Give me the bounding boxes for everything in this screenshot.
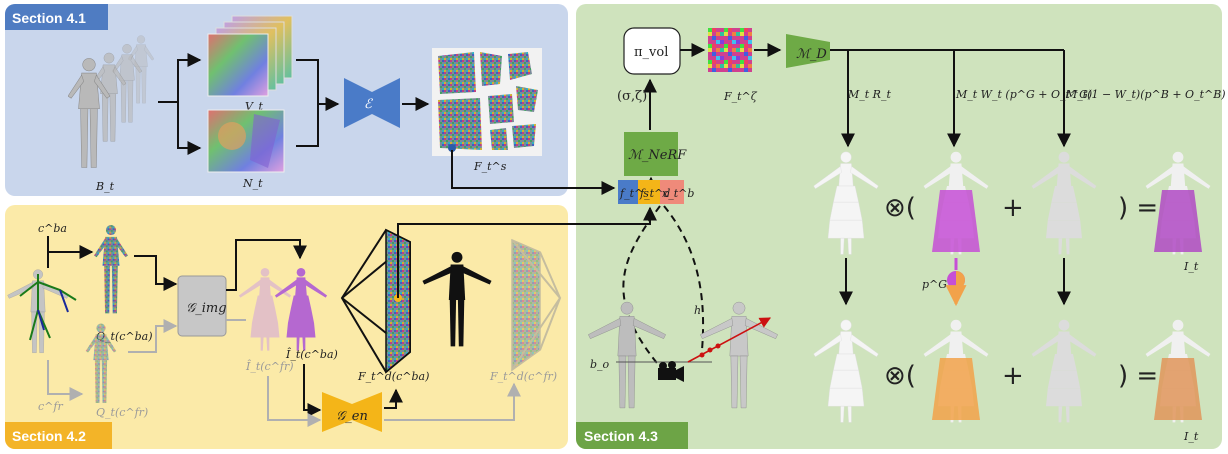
arrow-iba-to-gen bbox=[303, 364, 322, 417]
encoder-label: ℰ bbox=[364, 97, 373, 112]
texture-map-icon bbox=[207, 15, 293, 97]
pi-vol-label: π_vol bbox=[634, 45, 668, 60]
section-4-2-tag bbox=[5, 422, 112, 449]
arrow-fts-to-feat bbox=[451, 150, 616, 195]
f-zeta-label: F_t^ζ bbox=[723, 90, 758, 103]
f-d-fr-label: F_t^d(c^fr) bbox=[489, 370, 557, 383]
section-4-2-panel: Section 4.2 c^ba c^fr Q_t(c^ba) Q_t(c^fr… bbox=[5, 205, 568, 449]
garment-render-top bbox=[923, 151, 989, 255]
feat-b-cell bbox=[660, 180, 684, 204]
plus-bottom: + bbox=[1002, 361, 1024, 391]
frustum-icon bbox=[340, 228, 411, 374]
section-4-3-label: Section 4.3 bbox=[584, 428, 658, 444]
q-fr-label: Q_t(c^fr) bbox=[96, 406, 148, 419]
feat-d-label: f_t^d bbox=[639, 187, 670, 200]
close-eq-bottom: ) = bbox=[1118, 361, 1158, 391]
h-label: h bbox=[694, 304, 701, 317]
i-t-bottom-label: I_t bbox=[1183, 430, 1199, 443]
dashed-ray-left bbox=[622, 205, 669, 377]
f-d-ba-label: F_t^d(c^ba) bbox=[357, 370, 429, 383]
encoder-icon bbox=[344, 78, 400, 128]
feat-d-cell bbox=[638, 180, 660, 204]
arrow-gen-to-fdfr bbox=[384, 382, 521, 421]
color-swap-icon bbox=[945, 258, 967, 307]
mwp-label: M_t W_t (p^G + O_t^G) bbox=[955, 88, 1092, 101]
m-d-box bbox=[786, 34, 830, 68]
m-nerf-label: ℳ_NeRF bbox=[628, 148, 687, 163]
arrow-n-merge bbox=[296, 97, 340, 147]
mr-label: M_t R_t bbox=[847, 88, 891, 101]
f-zeta-map bbox=[708, 28, 752, 72]
arrow-mesh-to-n bbox=[177, 102, 202, 155]
otimes-top: ⊗( bbox=[884, 193, 916, 223]
dashed-ray-right bbox=[663, 205, 705, 351]
m-d-label: ℳ_D bbox=[796, 47, 827, 62]
plus-top: + bbox=[1002, 193, 1024, 223]
skeleton-icon bbox=[7, 269, 77, 354]
arrow-v-merge bbox=[296, 59, 319, 104]
arrow-cfr-to-q bbox=[47, 360, 84, 401]
b-t-label: B_t bbox=[95, 180, 115, 193]
final-render-bottom bbox=[1145, 319, 1211, 423]
section-4-3-tag bbox=[576, 422, 688, 449]
b-o-label: b_o bbox=[590, 358, 610, 371]
arrow-gen-to-fd bbox=[384, 388, 403, 409]
feat-s-label: f_t^s bbox=[619, 187, 649, 200]
arrow-q-fr-to-gimg bbox=[128, 319, 178, 353]
g-en-icon bbox=[322, 392, 382, 432]
arrow-mesh-to-v bbox=[158, 53, 202, 103]
frustum-fr-icon bbox=[511, 238, 562, 372]
arrow-ifr-to-gen bbox=[267, 376, 322, 427]
arrow-q-ba-to-gimg bbox=[134, 255, 178, 291]
n-t-label: N_t bbox=[242, 177, 263, 190]
c-fr-label: c^fr bbox=[38, 400, 63, 413]
section-4-1-panel: Section 4.1 B_t V_t N_t bbox=[5, 4, 568, 196]
final-render-top bbox=[1145, 151, 1211, 255]
close-eq-top: ) = bbox=[1118, 193, 1158, 223]
garment-render-bottom bbox=[923, 319, 989, 423]
arrow-gimg-to-iba bbox=[226, 239, 307, 291]
normal-map-icon bbox=[207, 109, 285, 173]
m1wp-label: M_t(1 − W_t)(p^B + O_t^B) bbox=[1065, 88, 1226, 101]
g-en-label: 𝒢_en bbox=[336, 409, 368, 424]
q-ba-label: Q_t(c^ba) bbox=[96, 330, 153, 343]
otimes-bottom: ⊗( bbox=[884, 361, 916, 391]
sigma-zeta-label: (σ,ζ) bbox=[617, 89, 647, 104]
section-4-3-panel: Section 4.3 π_vol F_t^ζ ℳ_D M_t R_t M_t … bbox=[397, 4, 1226, 449]
i-ba-label: Î_t(c^ba) bbox=[285, 347, 338, 361]
feat-s-cell bbox=[618, 180, 638, 204]
section-4-1-tag bbox=[5, 4, 108, 30]
feature-atlas-icon bbox=[432, 48, 542, 156]
section-4-1-label: Section 4.1 bbox=[12, 10, 86, 26]
i-t-top-label: I_t bbox=[1183, 260, 1199, 273]
g-img-label: 𝒢_img bbox=[186, 301, 227, 316]
g-img-box bbox=[177, 275, 227, 337]
f-t-s-label: F_t^s bbox=[473, 160, 507, 173]
c-ba-label: c^ba bbox=[38, 222, 67, 235]
m-nerf-box bbox=[624, 132, 678, 176]
i-fr-label: Î_t(c^fr) bbox=[245, 359, 294, 373]
arrow-fd-to-feat bbox=[397, 206, 657, 298]
feat-b-label: x_t^b bbox=[662, 187, 694, 200]
camera-icon bbox=[658, 361, 684, 382]
p-g-label: p^G: bbox=[922, 278, 951, 291]
section-4-2-label: Section 4.2 bbox=[12, 428, 86, 444]
